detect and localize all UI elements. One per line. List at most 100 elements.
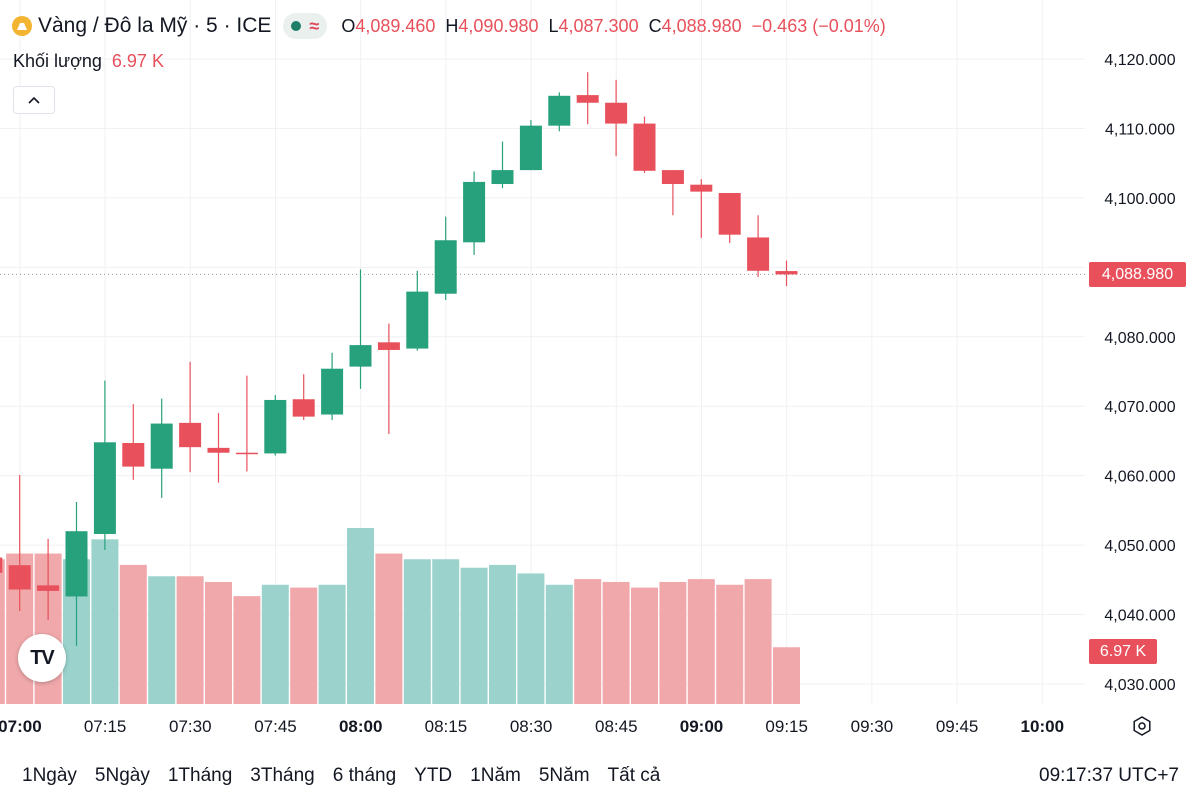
volume-legend: Khối lượng 6.97 K	[13, 51, 164, 72]
volume-bar	[687, 579, 715, 704]
volume-value: 6.97 K	[111, 51, 164, 71]
tradingview-logo[interactable]: TV	[18, 634, 66, 682]
range-3m[interactable]: 3Tháng	[250, 765, 315, 786]
x-tick-label: 09:15	[765, 717, 808, 736]
x-tick-label: 09:00	[680, 717, 723, 736]
candle-body	[690, 184, 713, 192]
candle-body	[235, 452, 258, 455]
candle-body	[718, 193, 741, 235]
y-tick-label: 4,110.000	[1105, 121, 1175, 138]
volume-bar	[205, 581, 232, 704]
candle-body	[349, 345, 372, 367]
x-tick-label: 07:15	[84, 717, 127, 736]
range-1y[interactable]: 1Năm	[470, 765, 521, 786]
x-tick-label: 07:45	[254, 717, 297, 736]
time-range-bar: 1Ngày 5Ngày 1Tháng 3Tháng 6 tháng YTD 1N…	[0, 754, 1196, 798]
candle-body	[633, 123, 656, 171]
chevron-up-icon	[28, 96, 40, 104]
x-tick-label: 08:30	[510, 717, 553, 736]
ohlc-readout: O4,089.460 H4,090.980 L4,087.300 C4,088.…	[341, 15, 886, 36]
x-tick-label: 10:00	[1021, 717, 1064, 736]
candle-body	[463, 181, 486, 243]
y-tick-label: 4,060.000	[1104, 469, 1175, 486]
candle-body	[0, 557, 3, 573]
collapse-legend-button[interactable]	[13, 86, 55, 114]
x-tick-label: 09:30	[851, 717, 894, 736]
y-tick-label: 4,050.000	[1104, 538, 1175, 555]
volume-bar	[460, 567, 488, 704]
y-axis: 4,030.000 4,040.000 4,050.000 4,060.000 4,07…	[1104, 52, 1175, 694]
volume-bar	[91, 539, 119, 704]
candle-body	[406, 291, 429, 349]
volume-bar	[119, 564, 147, 704]
candle-body	[434, 240, 457, 294]
candle-body	[605, 102, 628, 124]
y-tick-label: 4,120.000	[1104, 52, 1175, 69]
volume-bar	[744, 579, 772, 704]
range-5d[interactable]: 5Ngày	[94, 765, 150, 786]
y-tick-label: 4,100.000	[1104, 191, 1175, 208]
gold-coin-icon	[12, 16, 32, 36]
range-5y[interactable]: 5Năm	[538, 765, 590, 786]
volume-tag: 6.97 K	[1089, 639, 1157, 664]
market-status-badge[interactable]: ≈	[283, 13, 328, 39]
y-tick-label: 4,030.000	[1104, 677, 1175, 694]
candles	[0, 72, 798, 646]
candle-body	[321, 368, 344, 415]
volume-bar	[716, 584, 744, 704]
candle-body	[179, 422, 202, 448]
volume-bar	[375, 553, 403, 704]
x-tick-label: 07:00	[0, 717, 42, 736]
y-tick-label: 4,070.000	[1104, 399, 1175, 416]
chart-header: Vàng / Đô la Mỹ · 5 · ICE ≈ O4,089.460 H…	[12, 12, 886, 40]
x-axis: 07:00 07:15 07:30 07:45 08:00 08:15 08:30 08:45…	[0, 717, 1064, 736]
volume-bar	[290, 587, 318, 704]
settings-icon[interactable]	[1130, 714, 1154, 738]
clock-timezone[interactable]: 09:17:37 UTC+7	[1039, 765, 1179, 786]
x-tick-label: 08:00	[339, 717, 382, 736]
volume-bar	[631, 587, 658, 704]
candle-body	[122, 443, 145, 467]
market-open-dot-icon	[291, 21, 302, 31]
volume-bar	[347, 528, 374, 704]
candle-body	[491, 170, 514, 184]
volume-bar	[403, 559, 431, 704]
volume-label: Khối lượng	[13, 51, 102, 71]
volume-bar	[261, 584, 289, 704]
candle-body	[93, 442, 116, 534]
price-change: −0.463 (−0.01%)	[751, 15, 886, 36]
candle-body	[264, 399, 287, 454]
candle-body	[8, 565, 31, 590]
range-ytd[interactable]: YTD	[414, 765, 453, 786]
x-tick-label: 07:30	[169, 717, 212, 736]
volume-bar	[233, 596, 261, 704]
volume-bar	[574, 579, 602, 704]
x-tick-label: 08:15	[425, 717, 468, 736]
candle-body	[775, 271, 798, 275]
y-tick-label: 4,040.000	[1104, 608, 1175, 625]
range-all[interactable]: Tất cả	[607, 765, 661, 786]
range-1m[interactable]: 1Tháng	[167, 765, 233, 786]
last-price-tag: 4,088.980	[1089, 262, 1186, 287]
delayed-data-icon: ≈	[309, 16, 320, 36]
candle-body	[65, 531, 88, 597]
volume-bar	[659, 581, 687, 704]
range-6m[interactable]: 6 tháng	[332, 765, 397, 786]
volume-bar	[0, 559, 5, 704]
volume-bar	[773, 647, 800, 704]
candle-body	[37, 585, 60, 591]
candle-body	[548, 95, 571, 126]
candle-body	[150, 423, 173, 469]
candle-body	[661, 170, 684, 184]
volume-bar	[176, 576, 204, 704]
candle-body	[519, 125, 542, 171]
candle-body	[576, 95, 599, 103]
x-tick-label: 08:45	[595, 717, 638, 736]
volume-bar	[545, 584, 573, 704]
symbol-title[interactable]: Vàng / Đô la Mỹ · 5 · ICE	[38, 14, 272, 37]
x-tick-label: 09:45	[936, 717, 979, 736]
volume-bars	[0, 528, 800, 704]
range-1d[interactable]: 1Ngày	[22, 765, 77, 786]
volume-bar	[148, 576, 176, 704]
